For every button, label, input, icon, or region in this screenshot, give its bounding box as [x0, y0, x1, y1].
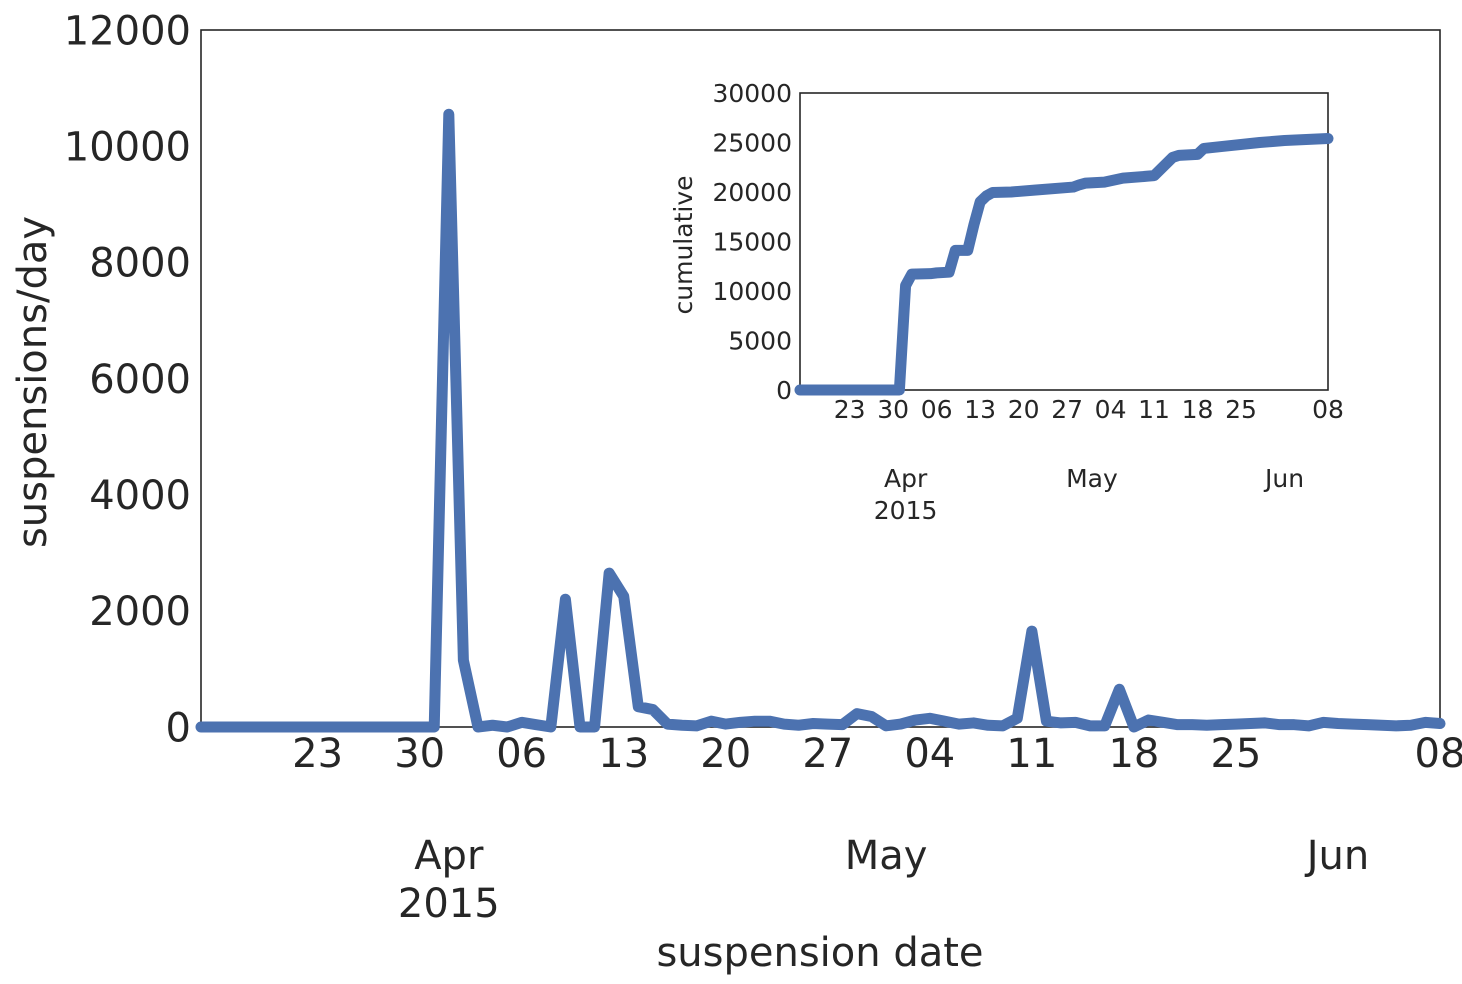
inset-tick-labels: 0 5000 10000 15000 20000 25000 30000 23 30 06 13 20… — [712, 79, 1343, 525]
inset-x-tick-label: 08 — [1312, 395, 1344, 424]
main-x-tick-label: 11 — [1006, 731, 1057, 777]
inset-x-tick-label: 25 — [1225, 395, 1257, 424]
inset-y-tick-label: 15000 — [712, 228, 792, 257]
inset-month-label: Apr — [884, 464, 928, 493]
inset-month-label: May — [1066, 464, 1118, 493]
inset-y-tick-label: 20000 — [712, 178, 792, 207]
main-y-tick-label: 4000 — [89, 473, 191, 519]
main-y-tick-label: 0 — [166, 705, 191, 751]
main-x-tick-label: 30 — [394, 731, 445, 777]
inset-year-label: 2015 — [874, 496, 938, 525]
main-series-line — [195, 108, 1446, 733]
inset-x-tick-label: 13 — [964, 395, 996, 424]
main-y-tick-label: 6000 — [89, 357, 191, 403]
main-year-label: 2015 — [398, 881, 500, 927]
main-series — [195, 108, 1446, 733]
inset-x-tick-label: 23 — [834, 395, 866, 424]
main-y-tick-label: 2000 — [89, 589, 191, 635]
main-y-tick-label: 10000 — [64, 125, 191, 171]
main-x-tick-label: 06 — [496, 731, 547, 777]
main-month-label: May — [845, 833, 928, 879]
inset-x-tick-label: 06 — [921, 395, 953, 424]
inset-x-tick-label: 18 — [1182, 395, 1214, 424]
inset-x-tick-label: 20 — [1008, 395, 1040, 424]
inset-month-label: Jun — [1263, 464, 1304, 493]
main-x-tick-label: 13 — [598, 731, 649, 777]
main-x-axis-label: suspension date — [656, 930, 983, 976]
main-y-tick-label: 8000 — [89, 241, 191, 287]
inset-y-tick-label: 0 — [776, 376, 792, 405]
inset-x-tick-label: 04 — [1095, 395, 1127, 424]
inset-x-tick-label: 30 — [877, 395, 909, 424]
main-month-label: Jun — [1304, 833, 1370, 879]
inset-y-axis-label: cumulative — [669, 176, 698, 315]
main-x-tick-label: 25 — [1210, 731, 1261, 777]
main-y-tick-label: 12000 — [64, 8, 191, 54]
inset-x-tick-label: 27 — [1051, 395, 1083, 424]
main-month-label: Apr — [414, 833, 484, 879]
main-x-tick-label: 18 — [1108, 731, 1159, 777]
main-x-tick-label: 27 — [802, 731, 853, 777]
inset-y-tick-label: 30000 — [712, 79, 792, 108]
inset-background — [800, 93, 1328, 390]
main-x-tick-label: 23 — [292, 731, 343, 777]
main-y-axis-label: suspensions/day — [10, 216, 56, 548]
inset-series — [794, 133, 1334, 396]
main-x-tick-label: 20 — [700, 731, 751, 777]
inset-chart: 0 5000 10000 15000 20000 25000 30000 23 30 06 13 20… — [669, 79, 1344, 525]
inset-plot-frame — [799, 92, 1329, 391]
inset-y-tick-label: 25000 — [712, 129, 792, 158]
main-x-tick-label: 04 — [904, 731, 955, 777]
inset-x-tick-label: 11 — [1138, 395, 1170, 424]
inset-y-tick-label: 10000 — [712, 277, 792, 306]
inset-y-tick-label: 5000 — [728, 327, 792, 356]
inset-series-line — [794, 133, 1334, 396]
main-x-tick-label: 08 — [1415, 731, 1462, 777]
